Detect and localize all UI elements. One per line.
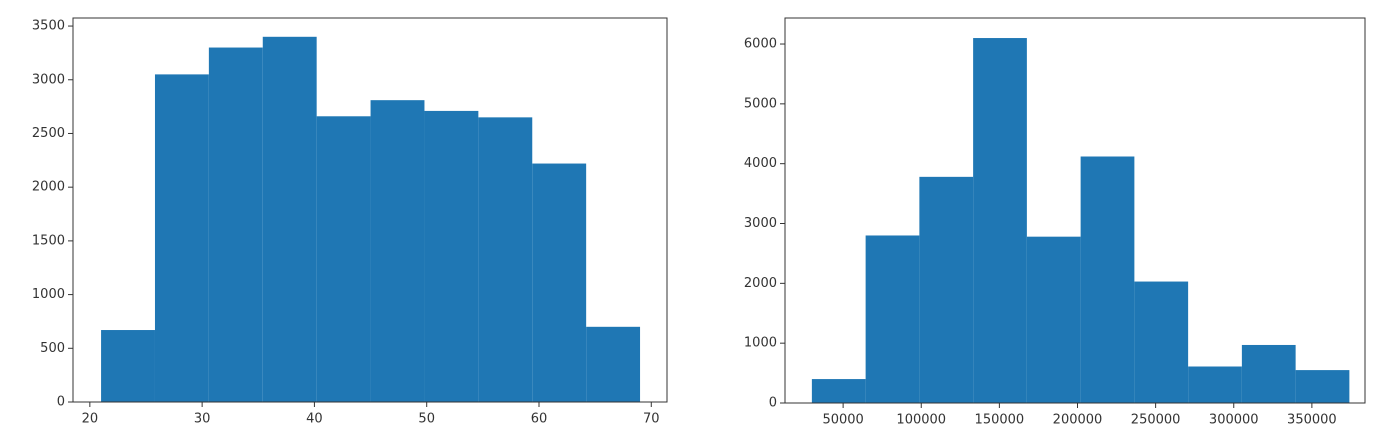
bar	[865, 235, 920, 403]
bar	[316, 116, 371, 402]
y-tick-label: 6000	[744, 37, 777, 52]
y-tick-label: 1000	[744, 336, 777, 351]
bar	[262, 36, 317, 402]
bar	[1134, 281, 1189, 403]
bar	[1026, 236, 1081, 403]
bar	[811, 379, 866, 403]
y-tick-label: 3000	[32, 72, 65, 87]
bar	[154, 74, 209, 403]
y-tick-label: 3500	[32, 19, 65, 34]
bar	[101, 330, 155, 402]
x-tick-label: 60	[531, 412, 548, 427]
y-tick-label: 2000	[32, 180, 65, 195]
bar	[1188, 366, 1242, 403]
y-tick-label: 0	[57, 395, 65, 410]
bar	[1295, 370, 1350, 403]
y-tick-label: 1000	[32, 287, 65, 302]
y-tick-label: 0	[769, 396, 777, 411]
x-tick-label: 350000	[1287, 413, 1337, 428]
y-tick-label: 2500	[32, 126, 65, 141]
y-tick-label: 3000	[744, 216, 777, 231]
x-tick-label: 50000	[822, 413, 863, 428]
x-tick-label: 250000	[1131, 413, 1181, 428]
x-tick-label: 300000	[1209, 413, 1259, 428]
bar	[1080, 156, 1135, 403]
x-tick-label: 200000	[1053, 413, 1103, 428]
axes-frame	[72, 17, 668, 403]
y-tick-label: 5000	[744, 96, 777, 111]
x-tick-label: 100000	[896, 413, 946, 428]
x-tick-label: 20	[82, 412, 99, 427]
bar	[478, 117, 533, 403]
bar	[1241, 344, 1296, 403]
bar	[424, 110, 479, 402]
bar	[973, 38, 1027, 404]
x-tick-label: 70	[643, 412, 660, 427]
y-tick-label: 4000	[744, 156, 777, 171]
bar	[532, 163, 587, 402]
x-tick-label: 150000	[975, 413, 1025, 428]
axes-frame	[784, 17, 1366, 404]
bar	[919, 176, 974, 403]
bar	[370, 100, 425, 403]
bar	[208, 47, 263, 403]
y-tick-label: 2000	[744, 276, 777, 291]
bar	[586, 326, 641, 402]
x-tick-label: 50	[418, 412, 435, 427]
y-tick-label: 500	[40, 341, 65, 356]
x-tick-label: 30	[194, 412, 211, 427]
x-tick-label: 40	[306, 412, 323, 427]
y-tick-label: 1500	[32, 233, 65, 248]
